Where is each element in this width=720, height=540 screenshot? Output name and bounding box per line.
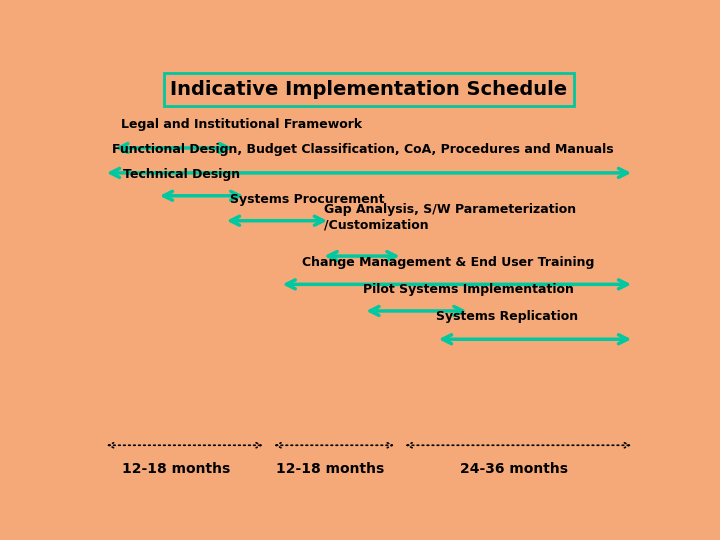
Text: 12-18 months: 12-18 months (122, 462, 230, 476)
Text: Gap Analysis, S/W Parameterization
/Customization: Gap Analysis, S/W Parameterization /Cust… (324, 203, 577, 231)
Text: Technical Design: Technical Design (124, 168, 240, 181)
Text: Systems Procurement: Systems Procurement (230, 193, 384, 206)
Text: Systems Replication: Systems Replication (436, 310, 578, 323)
Text: Legal and Institutional Framework: Legal and Institutional Framework (121, 118, 362, 131)
Text: Indicative Implementation Schedule: Indicative Implementation Schedule (171, 80, 567, 99)
Text: Pilot Systems Implementation: Pilot Systems Implementation (364, 282, 575, 295)
Text: 24-36 months: 24-36 months (460, 462, 568, 476)
Text: Functional Design, Budget Classification, CoA, Procedures and Manuals: Functional Design, Budget Classification… (112, 143, 614, 156)
Text: 12-18 months: 12-18 months (276, 462, 384, 476)
Text: Change Management & End User Training: Change Management & End User Training (302, 255, 595, 268)
